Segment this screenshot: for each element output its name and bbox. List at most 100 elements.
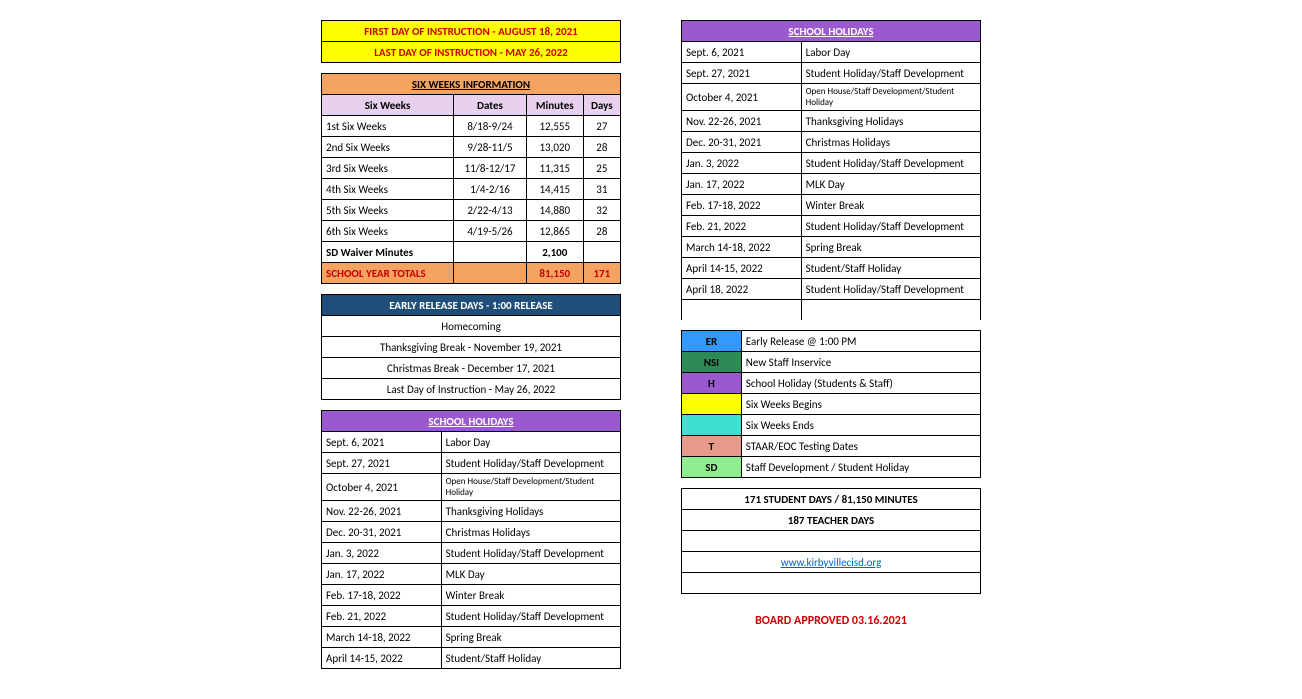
summary-teacher: 187 TEACHER DAYS xyxy=(682,510,981,531)
right-column: SCHOOL HOLIDAYS Sept. 6, 2021Labor DaySe… xyxy=(681,20,981,628)
holiday-desc: Student Holiday/Staff Development xyxy=(801,216,980,237)
holiday-date: Sept. 27, 2021 xyxy=(682,63,802,84)
legend-desc: Six Weeks Begins xyxy=(741,394,980,415)
early-release-row: Thanksgiving Break - November 19, 2021 xyxy=(322,337,621,358)
sixweeks-cell: 1st Six Weeks xyxy=(322,116,454,137)
sixweeks-header: SIX WEEKS INFORMATION xyxy=(322,74,621,95)
holiday-date: April 14-15, 2022 xyxy=(682,258,802,279)
holiday-desc: Student Holiday/Staff Development xyxy=(441,543,620,564)
sixweeks-summary-cell: 81,150 xyxy=(526,263,583,284)
sixweeks-col: Minutes xyxy=(526,95,583,116)
holidays-header-right: SCHOOL HOLIDAYS xyxy=(682,21,981,42)
holiday-date: October 4, 2021 xyxy=(682,84,802,111)
holiday-date: Sept. 6, 2021 xyxy=(322,432,442,453)
early-release-row: Christmas Break - December 17, 2021 xyxy=(322,358,621,379)
sixweeks-cell: 3rd Six Weeks xyxy=(322,158,454,179)
holiday-desc: Student Holiday/Staff Development xyxy=(801,153,980,174)
holiday-date: April 18, 2022 xyxy=(682,279,802,300)
holiday-date: Jan. 17, 2022 xyxy=(322,564,442,585)
holiday-desc: Labor Day xyxy=(441,432,620,453)
holiday-date: Dec. 20-31, 2021 xyxy=(322,522,442,543)
sixweeks-cell: 11,315 xyxy=(526,158,583,179)
holiday-desc: Winter Break xyxy=(801,195,980,216)
legend-code: SD xyxy=(682,457,742,478)
left-column: FIRST DAY OF INSTRUCTION - AUGUST 18, 20… xyxy=(321,20,621,679)
legend-code: T xyxy=(682,436,742,457)
sixweeks-cell: 12,555 xyxy=(526,116,583,137)
sixweeks-cell: 27 xyxy=(583,116,620,137)
sixweeks-summary-cell: 171 xyxy=(583,263,620,284)
first-day: FIRST DAY OF INSTRUCTION - AUGUST 18, 20… xyxy=(322,21,621,42)
holiday-date: Jan. 17, 2022 xyxy=(682,174,802,195)
holiday-date: Nov. 22-26, 2021 xyxy=(682,111,802,132)
sixweeks-cell: 32 xyxy=(583,200,620,221)
sixweeks-cell: 31 xyxy=(583,179,620,200)
summary-days: 171 STUDENT DAYS / 81,150 MINUTES xyxy=(682,489,981,510)
holiday-desc: Winter Break xyxy=(441,585,620,606)
sixweeks-cell: 9/28-11/5 xyxy=(454,137,527,158)
holiday-desc: Student Holiday/Staff Development xyxy=(441,606,620,627)
legend-desc: New Staff Inservice xyxy=(741,352,980,373)
legend-code: ER xyxy=(682,331,742,352)
holidays-header-left: SCHOOL HOLIDAYS xyxy=(322,411,621,432)
legend-code: NSI xyxy=(682,352,742,373)
holiday-date: Sept. 27, 2021 xyxy=(322,453,442,474)
legend-desc: STAAR/EOC Testing Dates xyxy=(741,436,980,457)
sixweeks-summary-cell: 2,100 xyxy=(526,242,583,263)
holidays-table-left: SCHOOL HOLIDAYS Sept. 6, 2021Labor DaySe… xyxy=(321,410,621,669)
holiday-desc: Thanksgiving Holidays xyxy=(441,501,620,522)
legend-desc: Early Release @ 1:00 PM xyxy=(741,331,980,352)
sixweeks-cell: 14,415 xyxy=(526,179,583,200)
instruction-table: FIRST DAY OF INSTRUCTION - AUGUST 18, 20… xyxy=(321,20,621,63)
holiday-desc: Student Holiday/Staff Development xyxy=(801,63,980,84)
sixweeks-col: Days xyxy=(583,95,620,116)
holiday-desc: Thanksgiving Holidays xyxy=(801,111,980,132)
legend-table: EREarly Release @ 1:00 PMNSINew Staff In… xyxy=(681,330,981,594)
holiday-date: Feb. 17-18, 2022 xyxy=(682,195,802,216)
holiday-desc: MLK Day xyxy=(441,564,620,585)
holiday-date: Sept. 6, 2021 xyxy=(682,42,802,63)
holiday-date: Jan. 3, 2022 xyxy=(682,153,802,174)
holiday-date: Dec. 20-31, 2021 xyxy=(682,132,802,153)
sixweeks-cell: 13,020 xyxy=(526,137,583,158)
sixweeks-summary-cell xyxy=(454,263,527,284)
holiday-date: April 14-15, 2022 xyxy=(322,648,442,669)
sixweeks-cell: 28 xyxy=(583,137,620,158)
holiday-desc: Labor Day xyxy=(801,42,980,63)
holidays-table-right: SCHOOL HOLIDAYS Sept. 6, 2021Labor DaySe… xyxy=(681,20,981,320)
sixweeks-summary-cell: SCHOOL YEAR TOTALS xyxy=(322,263,454,284)
sixweeks-summary-cell xyxy=(583,242,620,263)
sixweeks-cell: 2/22-4/13 xyxy=(454,200,527,221)
sixweeks-cell: 8/18-9/24 xyxy=(454,116,527,137)
holiday-date: October 4, 2021 xyxy=(322,474,442,501)
holiday-date: Feb. 17-18, 2022 xyxy=(322,585,442,606)
sixweeks-table: SIX WEEKS INFORMATION Six WeeksDatesMinu… xyxy=(321,73,621,284)
early-release-row: Last Day of Instruction - May 26, 2022 xyxy=(322,379,621,400)
legend-code: H xyxy=(682,373,742,394)
holiday-desc: Christmas Holidays xyxy=(801,132,980,153)
sixweeks-summary-cell xyxy=(454,242,527,263)
early-release-row: Homecoming xyxy=(322,316,621,337)
sixweeks-cell: 4/19-5/26 xyxy=(454,221,527,242)
sixweeks-cell: 28 xyxy=(583,221,620,242)
legend-desc: Staff Development / Student Holiday xyxy=(741,457,980,478)
sixweeks-cell: 4th Six Weeks xyxy=(322,179,454,200)
legend-code xyxy=(682,394,742,415)
sixweeks-cell: 11/8-12/17 xyxy=(454,158,527,179)
early-header: EARLY RELEASE DAYS - 1:00 RELEASE xyxy=(322,295,621,316)
sixweeks-cell: 12,865 xyxy=(526,221,583,242)
holiday-desc: Christmas Holidays xyxy=(441,522,620,543)
holiday-desc: Open House/Staff Development/Student Hol… xyxy=(441,474,620,501)
holiday-desc: Student Holiday/Staff Development xyxy=(441,453,620,474)
legend-code xyxy=(682,415,742,436)
holiday-desc: Spring Break xyxy=(801,237,980,258)
holiday-desc: Student/Staff Holiday xyxy=(441,648,620,669)
holiday-date: Feb. 21, 2022 xyxy=(322,606,442,627)
sixweeks-col: Six Weeks xyxy=(322,95,454,116)
holiday-date: Nov. 22-26, 2021 xyxy=(322,501,442,522)
legend-desc: Six Weeks Ends xyxy=(741,415,980,436)
last-day: LAST DAY OF INSTRUCTION - MAY 26, 2022 xyxy=(322,42,621,63)
holiday-date: March 14-18, 2022 xyxy=(322,627,442,648)
early-release-table: EARLY RELEASE DAYS - 1:00 RELEASE Homeco… xyxy=(321,294,621,400)
website-link[interactable]: www.kirbyvillecisd.org xyxy=(682,552,981,573)
